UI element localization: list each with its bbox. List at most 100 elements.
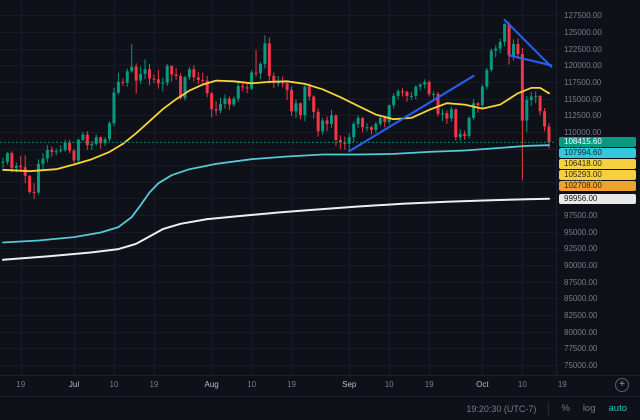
trendline-peak-lower[interactable] <box>507 54 553 67</box>
price-tick-label: 112500.00 <box>564 111 602 121</box>
candle <box>156 69 160 89</box>
candle <box>152 74 156 84</box>
candle <box>174 67 178 80</box>
candle <box>103 137 107 146</box>
price-tick-label: 82500.00 <box>564 311 598 321</box>
candle <box>45 145 49 163</box>
time-tick-label: Jul <box>68 380 80 389</box>
candle <box>1 157 5 168</box>
price-axis[interactable]: 127500.00 125000.00 122500.00 120000.00 1175… <box>556 0 640 375</box>
time-tick-label: 10 <box>384 380 394 389</box>
price-tick-label: 90000.00 <box>564 261 598 271</box>
time-tick-label: Aug <box>204 380 219 389</box>
candle <box>343 136 347 150</box>
time-tick-label: 19 <box>149 380 159 389</box>
log-scale-button[interactable]: log <box>578 401 601 416</box>
candle <box>263 35 267 69</box>
candle <box>290 86 294 116</box>
candle <box>134 63 138 94</box>
candle <box>205 75 209 98</box>
candle <box>139 66 143 84</box>
candle <box>267 37 271 84</box>
candle <box>365 123 369 132</box>
price-tick-label: 127500.00 <box>564 11 602 21</box>
candle <box>50 146 54 157</box>
candle <box>529 91 533 106</box>
candle <box>59 145 63 153</box>
candle <box>219 97 223 114</box>
price-tick-label: 97500.00 <box>564 211 598 221</box>
candle <box>463 130 467 140</box>
candle <box>503 23 507 46</box>
price-tick-label: 87500.00 <box>564 277 598 287</box>
candle <box>516 38 520 59</box>
candle <box>232 96 236 107</box>
price-label: 107994.60 <box>559 148 636 159</box>
candle <box>347 133 351 151</box>
time-tick-label: 19 <box>16 380 26 389</box>
candle <box>183 75 187 101</box>
candle <box>489 48 493 72</box>
candle <box>28 175 32 194</box>
candle <box>418 83 422 91</box>
candle <box>325 116 329 132</box>
ma-white-line <box>2 197 550 261</box>
clock[interactable]: 19:20:30 (UTC-7) <box>466 403 537 414</box>
candle <box>236 82 240 102</box>
candle <box>116 72 120 95</box>
candle <box>445 110 449 124</box>
candle <box>214 101 218 116</box>
candle <box>414 85 418 100</box>
candle <box>449 106 453 122</box>
candle <box>467 116 471 139</box>
candle <box>427 80 431 97</box>
candle <box>458 129 462 142</box>
time-tick-label: Oct <box>476 380 489 389</box>
candle <box>90 141 94 150</box>
candle <box>454 108 458 141</box>
candle <box>334 114 338 146</box>
price-label: 99956.00 <box>559 193 636 204</box>
time-axis[interactable]: 19 Jul 10 19 Aug 10 19 Sep 10 19 Oct 10 19 <box>0 375 640 396</box>
candle <box>352 121 356 142</box>
candle <box>245 83 249 94</box>
candle <box>329 109 333 128</box>
candle <box>396 89 400 100</box>
candle <box>72 149 76 164</box>
trendline-peak-upper[interactable] <box>503 18 553 68</box>
candle <box>356 115 360 128</box>
price-tick-label: 117500.00 <box>564 77 602 87</box>
auto-scale-button[interactable]: auto <box>604 401 633 416</box>
candle <box>5 151 9 165</box>
ma-yellow-line <box>2 79 550 173</box>
candle <box>76 138 80 163</box>
price-tick-label: 122500.00 <box>564 44 602 54</box>
candle <box>112 87 116 126</box>
time-tick-label: 10 <box>109 380 119 389</box>
candle <box>130 43 134 73</box>
candle <box>432 91 436 99</box>
ma-cyan-line <box>2 144 550 244</box>
candle <box>538 95 542 116</box>
grid <box>0 0 556 375</box>
candle <box>201 72 205 85</box>
reset-scale-icon[interactable]: + <box>615 378 629 392</box>
candle <box>227 96 231 110</box>
candle <box>32 183 36 200</box>
candle <box>108 121 112 142</box>
price-label: 108415.60 <box>559 137 636 148</box>
candle <box>534 91 538 104</box>
candle <box>85 131 89 150</box>
candle <box>81 131 85 142</box>
candlestick-chart[interactable] <box>0 0 556 375</box>
price-tick-label: 125000.00 <box>564 27 602 37</box>
trendline-ascending[interactable] <box>348 74 475 153</box>
time-tick-label: 10 <box>517 380 527 389</box>
price-label: 106418.00 <box>559 159 636 170</box>
candle <box>507 21 511 65</box>
price-label: 102708.00 <box>559 181 636 192</box>
percent-scale-button[interactable]: % <box>556 401 574 416</box>
candle <box>187 67 191 80</box>
candle <box>401 87 405 97</box>
